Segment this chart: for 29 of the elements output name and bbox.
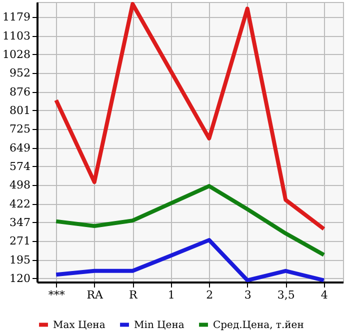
y-tick-label: 876 — [10, 85, 30, 98]
x-tick-label: 4 — [320, 288, 328, 302]
y-tick-label: 649 — [10, 141, 30, 154]
y-tick-label: 1103 — [2, 29, 30, 42]
legend-label: Max Цена — [53, 320, 106, 331]
x-tick-label: RA — [86, 288, 104, 302]
x-tick-label: 3,5 — [277, 288, 295, 302]
line-series — [54, 184, 326, 257]
y-tick-label: 952 — [10, 66, 30, 80]
y-tick-label: 422 — [10, 197, 30, 210]
y-tick-label: 801 — [10, 104, 30, 117]
x-tick-label: 1 — [168, 288, 175, 302]
y-tick-label: 195 — [10, 253, 30, 266]
y-tick-label: 725 — [10, 122, 30, 136]
y-tick-label: 271 — [10, 234, 30, 248]
y-tick-label: 347 — [10, 216, 30, 229]
x-tick-label: *** — [48, 288, 66, 302]
y-tick-label: 498 — [10, 178, 30, 192]
y-tick-label: 1028 — [2, 48, 30, 61]
legend-label: Сред.Цена, т.йен — [213, 320, 304, 331]
line-series — [54, 238, 326, 282]
x-tick-label: 3 — [244, 288, 252, 302]
y-tick-label: 574 — [10, 160, 30, 173]
y-tick-label: 120 — [10, 272, 30, 285]
line-series — [54, 2, 326, 231]
x-tick-label: R — [128, 288, 138, 302]
legend-label: Min Цена — [134, 320, 184, 331]
x-tick-label: 2 — [206, 288, 214, 302]
y-tick-label: 1179 — [2, 10, 30, 24]
